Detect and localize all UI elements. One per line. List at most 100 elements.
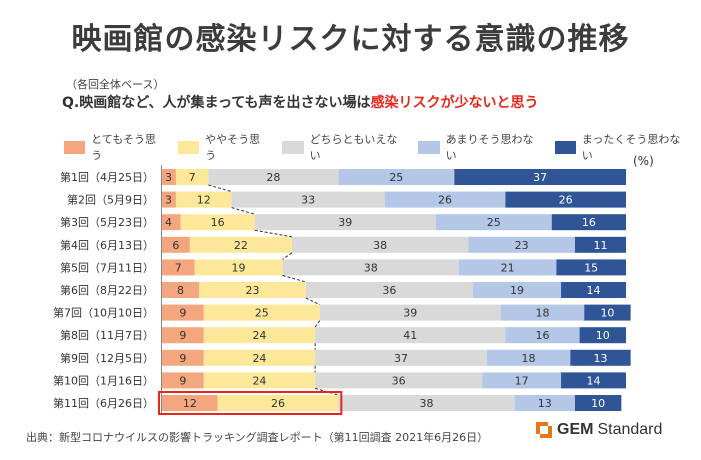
bar-segment: [291, 236, 469, 253]
bar-segment: [584, 304, 631, 321]
data-label: 9: [179, 352, 186, 365]
data-label: 38: [419, 397, 433, 410]
data-label: 15: [584, 261, 598, 274]
bar-segment: [203, 304, 320, 321]
data-label: 12: [197, 194, 211, 207]
bar-segment: [162, 304, 204, 321]
data-label: 18: [535, 307, 549, 320]
bar-segment: [162, 236, 190, 253]
bar-segment: [254, 214, 436, 231]
data-label: 9: [179, 329, 186, 342]
bar-segment: [180, 214, 255, 231]
bar-segment: [458, 259, 557, 276]
trend-dash-line: [314, 320, 321, 328]
data-label: 14: [587, 374, 601, 387]
data-label: 7: [189, 171, 196, 184]
data-label: 37: [394, 352, 408, 365]
bar-segment: [203, 349, 316, 366]
bar-segment: [338, 395, 515, 411]
gem-logo-icon: [536, 422, 552, 438]
data-label: 4: [165, 216, 172, 229]
legend-item: あまりそう思わない: [418, 131, 540, 163]
unit-label: (%): [633, 154, 654, 168]
category-label: 第9回（12月5日）: [60, 351, 154, 365]
data-label: 19: [510, 284, 524, 297]
data-label: 3: [165, 194, 172, 207]
category-label: 第3回（5月23日）: [60, 215, 154, 229]
legend-swatch: [64, 140, 86, 154]
data-label: 16: [535, 329, 549, 342]
bar-segment: [231, 191, 385, 208]
category-label: 第6回（8月22日）: [60, 283, 154, 297]
legend-item: ややそう思う: [177, 131, 268, 163]
data-label: 25: [487, 216, 501, 229]
legend-swatch: [418, 140, 440, 154]
bar-segment: [505, 327, 580, 344]
bar-segment: [282, 259, 459, 276]
data-label: 11: [593, 239, 607, 252]
trend-dash-line: [231, 207, 255, 215]
bar-segment: [500, 304, 585, 321]
legend-item: とてもそう思う: [64, 131, 164, 163]
bar-segment: [561, 282, 626, 298]
bar-segment: [561, 372, 626, 389]
data-label: 17: [515, 374, 529, 387]
data-label: 36: [382, 284, 396, 297]
bar-segment: [162, 349, 204, 366]
category-label: 第4回（6月13日）: [60, 238, 154, 252]
category-label: 第10回（1月16日）: [53, 373, 154, 387]
legend-label: まったくそう思わない: [581, 133, 681, 162]
category-label: 第1回（4月25日）: [60, 170, 154, 184]
bar-segment: [217, 395, 339, 411]
legend-item: まったくそう思わない: [554, 131, 687, 163]
data-label: 24: [252, 374, 266, 387]
bar-segment: [384, 191, 506, 208]
bar-segment: [162, 259, 195, 276]
data-label: 8: [177, 284, 184, 297]
bar-segment: [199, 282, 306, 298]
data-label: 16: [582, 216, 596, 229]
data-label: 26: [271, 397, 285, 410]
data-label: 13: [538, 397, 552, 410]
logo: GEM Standard: [536, 421, 662, 439]
data-label: 22: [234, 239, 248, 252]
data-label: 38: [364, 261, 378, 274]
trend-dash-line: [254, 229, 293, 238]
bar-segment: [162, 282, 200, 298]
bar-segment: [203, 372, 316, 389]
data-label: 6: [172, 239, 179, 252]
category-label: 第7回（10月10日）: [53, 306, 154, 320]
bar-segment: [454, 169, 626, 185]
data-label: 39: [403, 307, 417, 320]
bar-segment: [435, 214, 552, 231]
bar-segment: [505, 191, 626, 208]
data-label: 24: [252, 329, 266, 342]
data-label: 28: [266, 171, 280, 184]
category-label: 第11回（6月26日）: [53, 396, 154, 410]
data-label: 10: [591, 397, 605, 410]
bar-segment: [162, 372, 204, 389]
data-label: 21: [501, 261, 515, 274]
highlight-box: [158, 391, 343, 415]
bar-segment: [338, 169, 455, 185]
data-label: 33: [301, 194, 315, 207]
bar-segment: [315, 349, 487, 366]
bar-segment: [551, 214, 626, 231]
legend-swatch: [282, 140, 304, 154]
legend-swatch: [177, 140, 200, 154]
bar-segment: [162, 395, 218, 411]
data-label: 14: [587, 284, 601, 297]
legend-label: どちらともいえない: [309, 133, 398, 162]
legend-swatch: [554, 140, 576, 154]
category-label: 第2回（5月9日）: [67, 193, 154, 207]
data-label: 9: [179, 374, 186, 387]
data-label: 38: [373, 239, 387, 252]
bar-segment: [194, 259, 283, 276]
data-label: 10: [600, 307, 614, 320]
trend-dash-line: [208, 184, 232, 193]
bar-segment: [162, 214, 181, 231]
bar-segment: [203, 327, 316, 344]
data-label: 26: [559, 194, 573, 207]
bar-segment: [162, 327, 204, 344]
trend-dash-line: [305, 297, 320, 306]
